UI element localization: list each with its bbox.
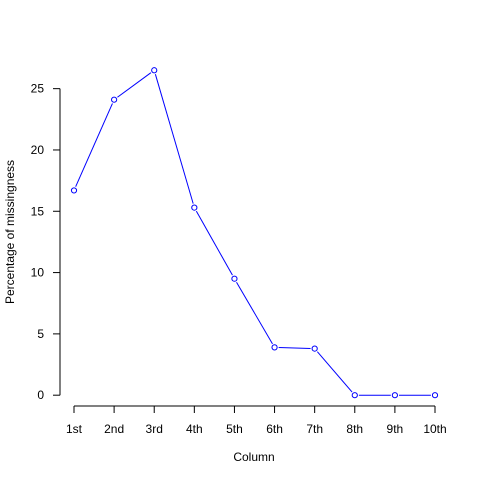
data-point <box>151 67 158 74</box>
x-tick-label: 1st <box>66 422 83 436</box>
series-line-segment <box>316 351 353 393</box>
x-axis-title: Column <box>233 450 274 464</box>
y-tick-label: 0 <box>37 388 44 402</box>
series-line-segment <box>236 281 273 345</box>
y-tick-label: 25 <box>31 82 45 96</box>
plot-area: 0 5 10 15 20 25 1st 2nd 3rd 4th 5th 6th 7th 8th 9th 10t… <box>31 67 447 436</box>
x-tick-label: 7th <box>306 422 323 436</box>
y-axis-title: Percentage of missingness <box>3 160 17 304</box>
data-point <box>231 275 238 282</box>
series-line-segment <box>278 346 311 349</box>
data-point <box>111 96 118 103</box>
data-point <box>70 187 78 194</box>
y-tick-label: 10 <box>31 266 45 280</box>
y-tick-label: 15 <box>31 204 45 218</box>
x-tick-label: 3rd <box>146 422 163 436</box>
series-line-segment <box>195 210 233 276</box>
series-line-segment <box>75 103 113 187</box>
data-point <box>351 392 358 399</box>
x-tick-label: 10th <box>423 422 446 436</box>
series-line-segment <box>117 72 152 98</box>
data-point <box>391 392 398 399</box>
series-line-segment <box>154 74 194 204</box>
data-point <box>191 204 198 211</box>
x-tick-label: 8th <box>346 422 363 436</box>
y-tick-label: 5 <box>37 327 44 341</box>
x-tick-label: 2nd <box>104 422 124 436</box>
x-tick-label: 4th <box>186 422 203 436</box>
y-tick-label: 20 <box>31 143 45 157</box>
data-point <box>311 345 318 352</box>
x-tick-label: 6th <box>266 422 283 436</box>
x-tick-label: 5th <box>226 422 243 436</box>
data-point <box>431 392 439 399</box>
data-point <box>271 344 278 351</box>
x-tick-label: 9th <box>387 422 404 436</box>
